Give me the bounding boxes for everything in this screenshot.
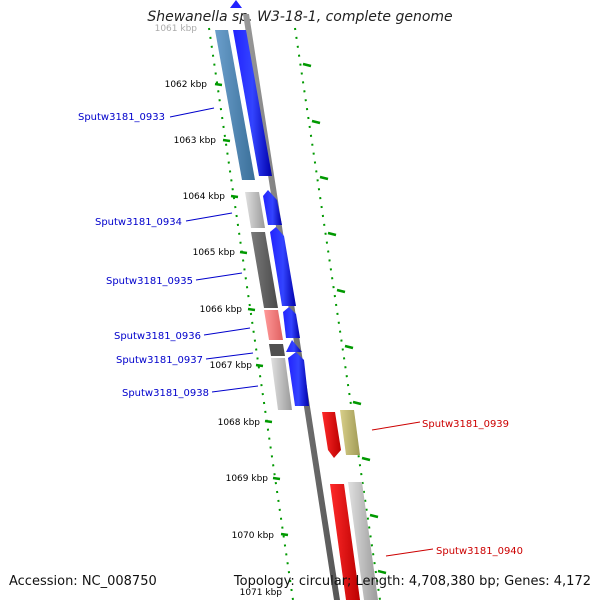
map-title: Shewanella sp. W3-18-1, complete genome — [147, 9, 453, 25]
scale-label: 1065 kbp — [193, 248, 236, 258]
scale-label: 1071 kbp — [240, 588, 283, 598]
scale-label: 1063 kbp — [174, 136, 217, 146]
cog-bar-0933[interactable] — [215, 30, 255, 180]
accession-text: Accession: NC_008750 — [9, 574, 157, 589]
scale-label: 1067 kbp — [210, 361, 253, 371]
scale-labels: 1061 kbp 1062 kbp 1063 kbp 1064 kbp 1065… — [155, 24, 283, 598]
gene-labels: Sputw3181_0933 Sputw3181_0934 Sputw3181_… — [78, 112, 523, 557]
cds-arrow-0937[interactable] — [286, 340, 302, 352]
cds-arrow-0940[interactable] — [330, 484, 360, 600]
inner-dotted-guide — [208, 27, 294, 600]
cds-arrow-0938[interactable] — [288, 352, 309, 406]
cog-bar-0939[interactable] — [340, 410, 360, 455]
cds-arrow-0936[interactable] — [283, 307, 300, 338]
gene-label-0940[interactable]: Sputw3181_0940 — [436, 546, 523, 557]
outer-dotted-guide — [294, 27, 381, 600]
gene-label-0939[interactable]: Sputw3181_0939 — [422, 419, 509, 430]
scale-label: 1068 kbp — [218, 418, 261, 428]
cds-arrow-0934[interactable] — [263, 190, 282, 225]
topology-text: Topology: circular; Length: 4,708,380 bp… — [233, 574, 591, 589]
cog-bar-0936[interactable] — [264, 310, 283, 340]
scale-label: 1070 kbp — [232, 531, 275, 541]
cog-bar-0938[interactable] — [271, 358, 292, 410]
gene-label-0937[interactable]: Sputw3181_0937 — [116, 355, 203, 366]
cog-bar-0934[interactable] — [245, 192, 265, 228]
leader-lines — [169, 107, 434, 557]
cds-arrow-0939[interactable] — [322, 412, 341, 458]
scale-label: 1069 kbp — [226, 474, 269, 484]
scale-label: 1061 kbp — [155, 24, 198, 34]
cds-arrow-0933[interactable] — [233, 30, 272, 176]
scale-label: 1066 kbp — [200, 305, 243, 315]
gene-label-0935[interactable]: Sputw3181_0935 — [106, 276, 193, 287]
gene-label-0933[interactable]: Sputw3181_0933 — [78, 112, 165, 123]
scale-ticks — [214, 62, 387, 575]
cog-bar-0937[interactable] — [269, 344, 285, 356]
cds-arrow-0935[interactable] — [270, 227, 296, 306]
cog-bar-0940[interactable] — [348, 482, 378, 600]
gene-label-0938[interactable]: Sputw3181_0938 — [122, 388, 209, 399]
scale-label: 1064 kbp — [183, 192, 226, 202]
scale-label: 1062 kbp — [165, 80, 208, 90]
gene-label-0936[interactable]: Sputw3181_0936 — [114, 331, 201, 342]
gene-label-0934[interactable]: Sputw3181_0934 — [95, 217, 182, 228]
top-fragment-arrow — [230, 0, 242, 8]
cog-bar-0935[interactable] — [251, 232, 278, 308]
